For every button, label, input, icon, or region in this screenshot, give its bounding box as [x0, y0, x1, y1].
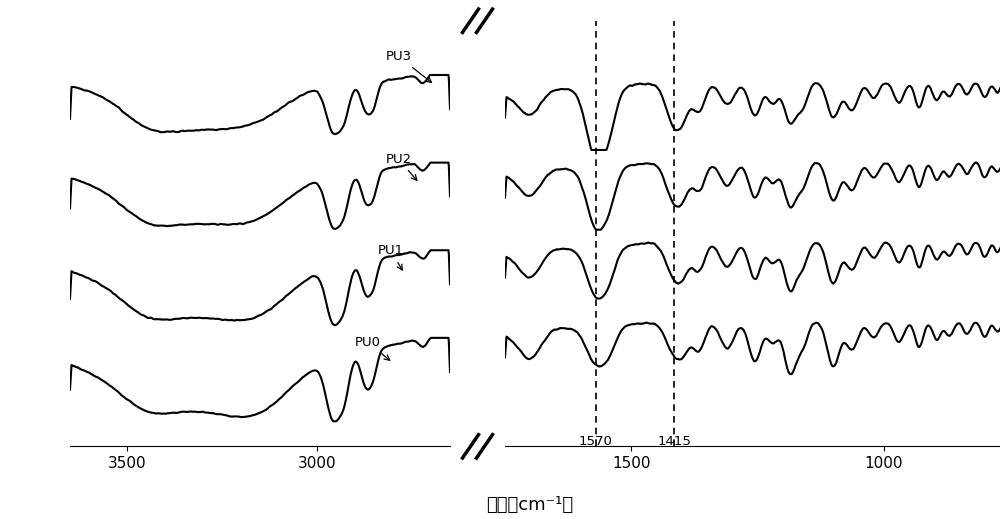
Text: PU0: PU0: [355, 336, 390, 360]
Text: 波数（cm⁻¹）: 波数（cm⁻¹）: [486, 496, 574, 514]
Text: 1570: 1570: [579, 435, 613, 448]
Text: 1415: 1415: [657, 435, 691, 448]
Text: PU3: PU3: [385, 50, 432, 83]
Text: PU2: PU2: [385, 153, 417, 180]
Text: PU1: PU1: [378, 244, 404, 270]
